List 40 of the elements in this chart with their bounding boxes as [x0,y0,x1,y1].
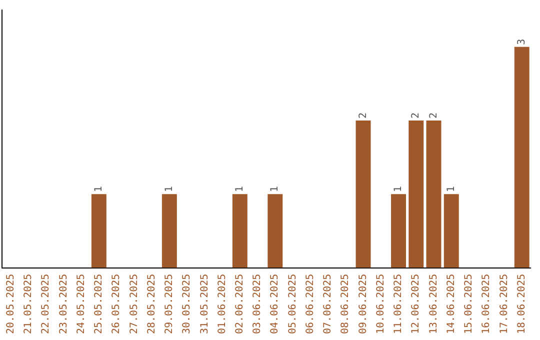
data-label: 1 [164,186,176,192]
x-tick-label: 29.05.2025 [164,274,176,334]
x-tick-label: 04.06.2025 [270,274,281,334]
x-tick-label: 15.06.2025 [464,274,475,334]
x-tick-label: 24.05.2025 [76,274,87,334]
x-tick-label: 31.05.2025 [199,274,210,334]
x-tick-label: 06.06.2025 [304,274,316,334]
x-tick-label: 03.06.2025 [252,274,264,334]
x-tick-label: 12.06.2025 [410,274,422,334]
x-tick-label: 21.05.2025 [23,274,34,334]
x-tick-label: 18.06.2025 [516,274,528,334]
x-tick-label: 10.06.2025 [375,274,386,334]
x-tick-label: 14.06.2025 [446,274,457,334]
x-tick-label: 20.05.2025 [5,274,16,334]
x-tick-label: 08.06.2025 [340,274,352,334]
x-tick-label: 17.06.2025 [498,274,510,334]
x-tick-label: 30.05.2025 [182,274,193,334]
x-tick-label: 27.05.2025 [128,274,140,334]
x-tick-label: 28.05.2025 [146,274,158,334]
x-tick-label: 02.06.2025 [234,274,246,334]
x-tick-label: 25.05.2025 [94,274,105,334]
x-tick-label: 09.06.2025 [358,274,369,334]
data-label: 1 [393,186,404,192]
x-tick-label: 16.06.2025 [481,274,492,334]
x-tick-label: 26.05.2025 [111,274,122,334]
x-tick-label: 22.05.2025 [40,274,52,334]
data-label: 2 [410,112,422,118]
data-label: 3 [516,38,528,45]
data-label: 1 [446,186,457,192]
x-tick-label: 23.05.2025 [58,274,70,334]
x-tick-label: 11.06.2025 [393,274,404,334]
x-tick-label: 13.06.2025 [428,274,440,334]
data-label: 1 [270,186,281,192]
data-label: 1 [94,186,105,192]
x-tick-label: 01.06.2025 [216,274,228,334]
data-label: 2 [428,112,440,118]
x-tick-label: 07.06.2025 [322,274,334,334]
data-label: 2 [358,112,369,118]
x-tick-label: 05.06.2025 [287,274,298,334]
data-label: 1 [234,186,246,192]
